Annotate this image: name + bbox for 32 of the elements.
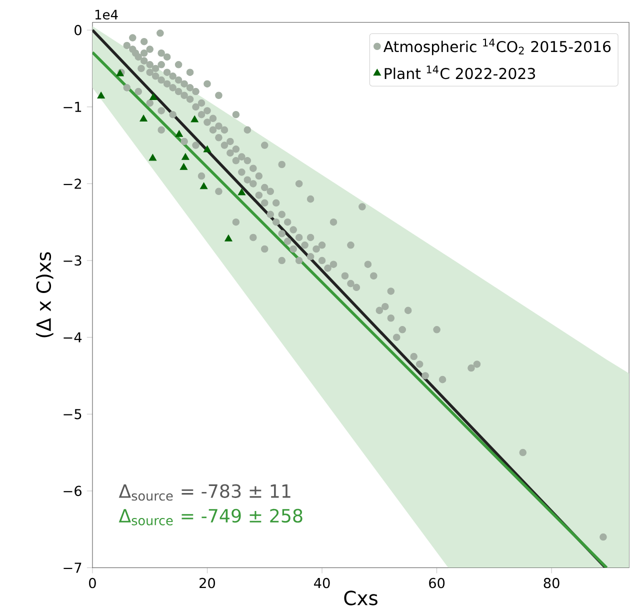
point	[190, 116, 198, 122]
y-tick-label: −2	[64, 178, 81, 189]
legend-label: Atmospheric $^{14}$CO$_{2}$ 2015-2016	[383, 38, 611, 56]
point	[203, 146, 212, 152]
annotation: Δ$_{source}$ = -783 ± 11	[118, 484, 290, 501]
annotation: Δ$_{source}$ = -749 ± 258	[118, 509, 302, 526]
x-tick-label: 40	[314, 578, 330, 588]
y-tick-label: −7	[64, 562, 82, 573]
point	[149, 93, 158, 100]
point	[238, 188, 246, 196]
y-tick-label: 0	[74, 25, 82, 36]
y-axis-title: (Δ x C)xs	[36, 252, 54, 338]
y-tick-label: −1	[64, 102, 82, 112]
point	[175, 130, 183, 138]
point	[148, 154, 157, 161]
x-tick-label: 20	[200, 578, 215, 588]
text: 1e4	[95, 10, 118, 20]
x-axis-title: Cxs	[344, 590, 378, 606]
point	[182, 153, 190, 160]
point	[140, 114, 148, 122]
x-tick-label: 0	[89, 578, 96, 588]
point	[224, 234, 232, 242]
x-tick-label: 60	[429, 578, 445, 588]
y-tick-label: −3	[64, 256, 82, 266]
x-tick-label: 80	[544, 578, 560, 588]
y-tick-label: −4	[64, 332, 82, 342]
y-tick-label: −6	[64, 486, 82, 496]
legend-label: Plant $^{14}$C 2022-2023	[384, 66, 536, 80]
point	[200, 182, 208, 190]
y-tick-label: −5	[64, 409, 82, 420]
point	[97, 92, 105, 99]
point	[180, 163, 188, 170]
